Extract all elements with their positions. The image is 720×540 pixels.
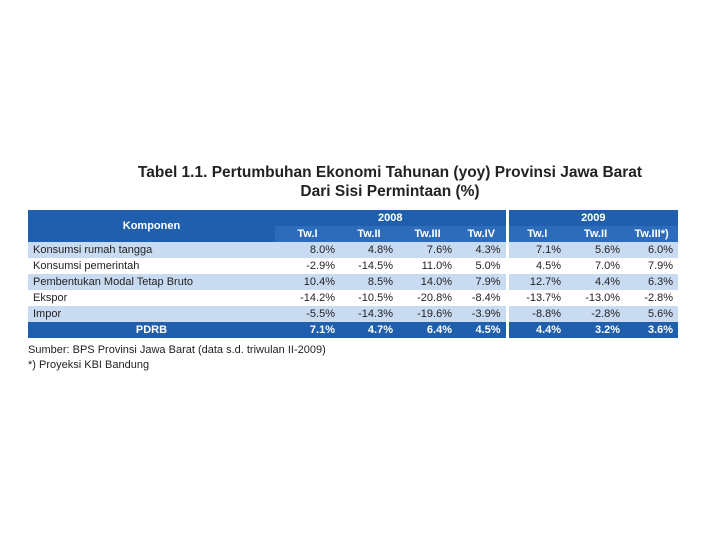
cell: -2.9% <box>275 258 340 274</box>
group-header: 2009 <box>505 210 679 226</box>
table-row: Ekspor -14.2% -10.5% -20.8% -8.4% -13.7% -13.0… <box>28 290 679 306</box>
row-label: Impor <box>28 306 275 322</box>
cell: 5.0% <box>457 258 508 274</box>
column-header: Tw.IV <box>457 226 508 242</box>
column-header: Tw.III <box>398 226 457 242</box>
group-header: 2008 <box>275 210 508 226</box>
header-row: Tw.I Tw.II Tw.III Tw.IV Tw.I Tw.II Tw.III*) <box>28 226 679 242</box>
table-row: Impor -5.5% -14.3% -19.6% -3.9% -8.8% -2.8% 5.6… <box>28 306 679 322</box>
row-label: Pembentukan Modal Tetap Bruto <box>28 274 275 290</box>
column-header: Tw.II <box>566 226 626 242</box>
title-line: Tabel 1.1. Pertumbuhan Ekonomi Tahunan (… <box>137 164 643 181</box>
cell: -20.8% <box>398 290 457 306</box>
cell: -19.6% <box>398 306 457 322</box>
cell: 7.1% <box>275 322 340 338</box>
cell: 4.3% <box>457 242 508 258</box>
column-header: Tw.I <box>275 226 340 242</box>
cell: -14.2% <box>275 290 340 306</box>
cell: 5.6% <box>566 242 626 258</box>
cell: 5.6% <box>625 306 679 322</box>
table-row: PDRB 7.1% 4.7% 6.4% 4.5% 4.4% 3.2% 3.6% <box>28 322 679 338</box>
cell: 4.4% <box>505 322 567 338</box>
cell: -8.8% <box>505 306 567 322</box>
cell: 12.7% <box>505 274 567 290</box>
cell: -2.8% <box>625 290 679 306</box>
row-label: Konsumsi rumah tangga <box>28 242 275 258</box>
stub-header: Komponen <box>28 210 275 242</box>
cell: -8.4% <box>457 290 508 306</box>
table-row: Konsumsi rumah tangga 8.0% 4.8% 7.6% 4.3% 7.1… <box>28 242 679 258</box>
cell: -2.8% <box>566 306 626 322</box>
row-label: Ekspor <box>28 290 275 306</box>
notes: Sumber: BPS Provinsi Jawa Barat (data s.… <box>28 343 326 373</box>
cell: 7.9% <box>457 274 508 290</box>
note: *) Proyeksi KBI Bandung <box>28 359 150 371</box>
cell: -14.3% <box>340 306 398 322</box>
cell: 14.0% <box>398 274 457 290</box>
cell: 8.0% <box>275 242 340 258</box>
column-header: Tw.III*) <box>625 226 679 242</box>
cell: 11.0% <box>398 258 457 274</box>
table-row: Konsumsi pemerintah -2.9% -14.5% 11.0% 5.0% 4… <box>28 258 679 274</box>
cell: 4.4% <box>566 274 626 290</box>
cell: 4.7% <box>340 322 398 338</box>
cell: -3.9% <box>457 306 508 322</box>
table-head: Komponen 2008 2009 Tw.I Tw.II Tw.III Tw.IV Tw.I… <box>28 210 679 242</box>
table-body: Konsumsi rumah tangga 8.0% 4.8% 7.6% 4.3% 7.1… <box>28 242 679 338</box>
cell: 7.9% <box>625 258 679 274</box>
cell: -13.0% <box>566 290 626 306</box>
note: Sumber: BPS Provinsi Jawa Barat (data s.… <box>28 344 326 356</box>
cell: -13.7% <box>505 290 567 306</box>
title: Tabel 1.1. Pertumbuhan Ekonomi Tahunan (… <box>0 163 720 201</box>
column-header: Tw.I <box>505 226 567 242</box>
table-row: Pembentukan Modal Tetap Bruto 10.4% 8.5% 14… <box>28 274 679 290</box>
cell: 7.1% <box>505 242 567 258</box>
cell: 4.5% <box>505 258 567 274</box>
cell: -14.5% <box>340 258 398 274</box>
cell: -10.5% <box>340 290 398 306</box>
column-header: Tw.II <box>340 226 398 242</box>
cell: 6.3% <box>625 274 679 290</box>
cell: -5.5% <box>275 306 340 322</box>
header-row: Komponen 2008 2009 <box>28 210 679 242</box>
cell: 8.5% <box>340 274 398 290</box>
cell: 4.5% <box>457 322 508 338</box>
cell: 6.0% <box>625 242 679 258</box>
cell: 7.0% <box>566 258 626 274</box>
cell: 6.4% <box>398 322 457 338</box>
cell: 3.2% <box>566 322 626 338</box>
row-label: PDRB <box>28 322 275 338</box>
data-table: Komponen 2008 2009 Tw.I Tw.II Tw.III Tw.IV Tw.I… <box>28 210 679 338</box>
cell: 10.4% <box>275 274 340 290</box>
title-line: Dari Sisi Permintaan (%) <box>300 183 480 200</box>
cell: 7.6% <box>398 242 457 258</box>
cell: 3.6% <box>625 322 679 338</box>
row-label: Konsumsi pemerintah <box>28 258 275 274</box>
cell: 4.8% <box>340 242 398 258</box>
